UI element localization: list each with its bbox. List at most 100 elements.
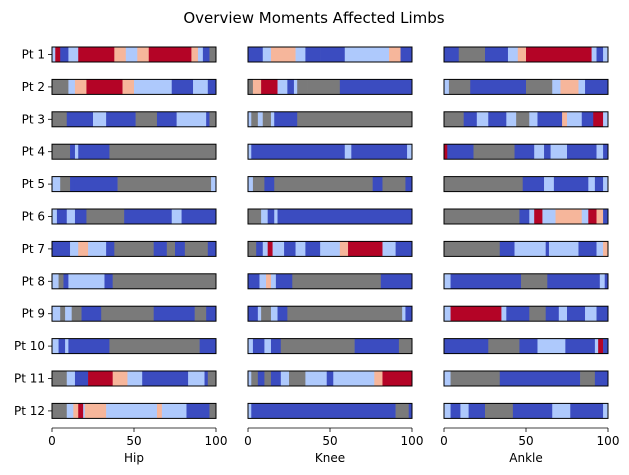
bar-segment: [60, 47, 69, 62]
bar-segment: [109, 338, 200, 354]
bar-segment: [73, 403, 79, 419]
bar-segment: [78, 47, 115, 62]
bar-segment: [66, 111, 94, 127]
bar-segment: [398, 338, 413, 354]
bar-segment: [522, 176, 545, 192]
bar-outline: [51, 208, 217, 225]
bar-segment: [450, 371, 501, 386]
bar-segment: [84, 403, 107, 419]
bar-segment: [545, 306, 560, 322]
bar-segment: [74, 209, 87, 224]
bar-outline: [443, 240, 609, 257]
bar-segment: [339, 79, 413, 95]
bar-segment: [444, 176, 524, 192]
bar-segment: [207, 79, 217, 95]
patient-label: Pt 4: [22, 145, 45, 159]
bar-segment: [507, 47, 519, 62]
bar-outline: [443, 402, 609, 419]
x-axis-label: Knee: [315, 451, 345, 465]
bar-segment: [295, 241, 306, 257]
bar-segment: [444, 144, 448, 160]
patient-label: Pt 5: [22, 177, 45, 191]
bar-segment: [297, 111, 413, 127]
bar-segment: [60, 176, 71, 192]
bar-segment: [514, 144, 535, 160]
bar-segment: [555, 209, 583, 224]
bar-segment: [270, 371, 282, 386]
bar-segment: [372, 176, 383, 192]
bar-segment: [52, 371, 68, 386]
bar-segment: [52, 338, 59, 354]
bar-row: [443, 143, 609, 160]
bar-segment: [248, 371, 252, 386]
bar-segment: [284, 241, 296, 257]
bar-segment: [405, 176, 413, 192]
bar-segment: [307, 79, 341, 95]
bar-row: [51, 143, 217, 160]
bar-segment: [211, 176, 217, 192]
bar-segment: [344, 144, 352, 160]
bar-segment: [186, 403, 210, 419]
bar-segment: [125, 47, 138, 62]
bar-segment: [248, 176, 254, 192]
bar-segment: [444, 371, 451, 386]
bar-segment: [171, 79, 194, 95]
bar-segment: [270, 273, 277, 289]
bar-row: [51, 78, 217, 95]
bar-segment: [264, 176, 275, 192]
bar-segment: [148, 47, 192, 62]
bar-segment: [544, 176, 555, 192]
bar-segment: [458, 47, 486, 62]
bar-segment: [81, 306, 102, 322]
bar-segment: [277, 79, 288, 95]
x-tick-label: 50: [518, 434, 533, 448]
bar-segment: [261, 209, 268, 224]
bar-segment: [603, 403, 609, 419]
panel-knee: 0 50 100 Knee: [244, 46, 424, 465]
bar-segment: [395, 241, 413, 257]
bar-segment: [52, 241, 71, 257]
bar-segment: [348, 241, 383, 257]
bar-segment: [537, 338, 566, 354]
bar-segment: [197, 47, 204, 62]
bar-segment: [52, 111, 68, 127]
bar-segment: [277, 306, 288, 322]
bar-segment: [593, 111, 604, 127]
bar-row: [51, 240, 217, 257]
bar-segment: [529, 306, 546, 322]
bar-segment: [202, 47, 210, 62]
bar-segment: [519, 209, 530, 224]
bar-segment: [267, 209, 275, 224]
bar-segment: [257, 306, 262, 322]
bar-row: [443, 338, 609, 355]
bar-segment: [354, 338, 400, 354]
bar-segment: [270, 111, 275, 127]
bar-segment: [603, 111, 609, 127]
bar-segment: [156, 403, 163, 419]
bar-segment: [444, 403, 451, 419]
bar-segment: [86, 79, 123, 95]
bar-outline: [247, 78, 413, 95]
bar-segment: [603, 209, 609, 224]
bar-segment: [70, 144, 76, 160]
bar-segment: [74, 371, 89, 386]
bar-segment: [444, 338, 489, 354]
x-tick-label: 100: [401, 434, 424, 448]
bar-segment: [562, 111, 568, 127]
bar-segment: [280, 371, 290, 386]
bar-row: [443, 78, 609, 95]
bar-segment: [264, 338, 272, 354]
bar-segment: [248, 273, 260, 289]
bar-outline: [443, 370, 609, 387]
bar-row: [247, 273, 413, 290]
bar-outline: [51, 305, 217, 322]
bar-segment: [519, 338, 538, 354]
bar-outline: [247, 305, 413, 322]
patient-label: Pt 2: [22, 80, 45, 94]
bar-outline: [443, 78, 609, 95]
bar-segment: [596, 144, 604, 160]
bar-segment: [512, 403, 553, 419]
bar-outline: [247, 370, 413, 387]
bar-segment: [252, 176, 265, 192]
bar-segment: [603, 47, 609, 62]
